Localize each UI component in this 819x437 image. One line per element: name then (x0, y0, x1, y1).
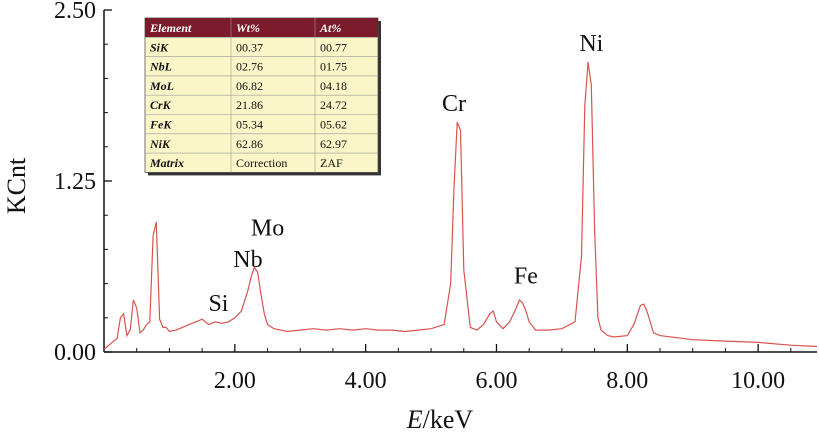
peak-label-fe: Fe (514, 264, 538, 290)
table-cell: 62.97 (320, 137, 347, 151)
x-tick-label: 8.00 (606, 368, 648, 394)
table-cell: NiK (149, 137, 171, 151)
table-header-cell: Wt% (236, 21, 260, 35)
table-cell: Matrix (149, 156, 184, 170)
table-cell: Correction (236, 156, 287, 170)
table-cell: 00.77 (320, 40, 347, 54)
y-axis-ticks: 0.00 1.25 2.50 (54, 0, 112, 366)
peak-label-nb: Nb (233, 247, 262, 273)
peak-label-si: Si (208, 291, 228, 317)
table-header-bg (145, 18, 378, 38)
x-tick-label: 2.00 (214, 368, 256, 394)
table-cell: ZAF (320, 156, 343, 170)
table-cell: 21.86 (236, 98, 263, 112)
x-axis-title-symbol: E (406, 405, 423, 434)
table-cell: SiK (150, 40, 169, 54)
x-tick-label: 6.00 (475, 368, 517, 394)
table-cell: 05.34 (236, 118, 263, 132)
table-cell: CrK (150, 98, 172, 112)
y-tick-label: 1.25 (54, 169, 96, 195)
table-cell: NbL (149, 60, 172, 74)
y-tick-label: 0.00 (54, 340, 96, 366)
table-cell: 05.62 (320, 118, 347, 132)
table-cell: 62.86 (236, 137, 263, 151)
y-tick-label: 2.50 (54, 0, 96, 24)
peak-label-mo: Mo (251, 216, 284, 242)
results-table: Element Wt% At% SiK 00.37 00.77 NbL 02.76 01.75 M… (144, 17, 381, 176)
y-axis-title: KCnt (2, 157, 31, 214)
table-cell: 04.18 (320, 79, 347, 93)
x-axis-ticks: 2.00 4.00 6.00 8.00 10.00 (136, 344, 792, 394)
peak-label-cr: Cr (442, 91, 466, 117)
table-cell: MoL (149, 79, 174, 93)
x-axis-title-unit: /keV (423, 405, 474, 434)
x-axis-title: E/keV (406, 405, 474, 434)
spectrum-line (103, 61, 818, 350)
table-cell: 02.76 (236, 60, 263, 74)
x-tick-label: 4.00 (345, 368, 387, 394)
x-tick-label: 10.00 (731, 368, 785, 394)
table-header-cell: At% (319, 21, 341, 35)
peak-label-ni: Ni (579, 31, 603, 57)
table-header-cell: Element (149, 21, 192, 35)
table-cell: 01.75 (320, 60, 347, 74)
table-cell: 24.72 (320, 98, 347, 112)
table-cell: 00.37 (236, 40, 263, 54)
table-cell: FeK (149, 118, 172, 132)
table-cell: 06.82 (236, 79, 263, 93)
